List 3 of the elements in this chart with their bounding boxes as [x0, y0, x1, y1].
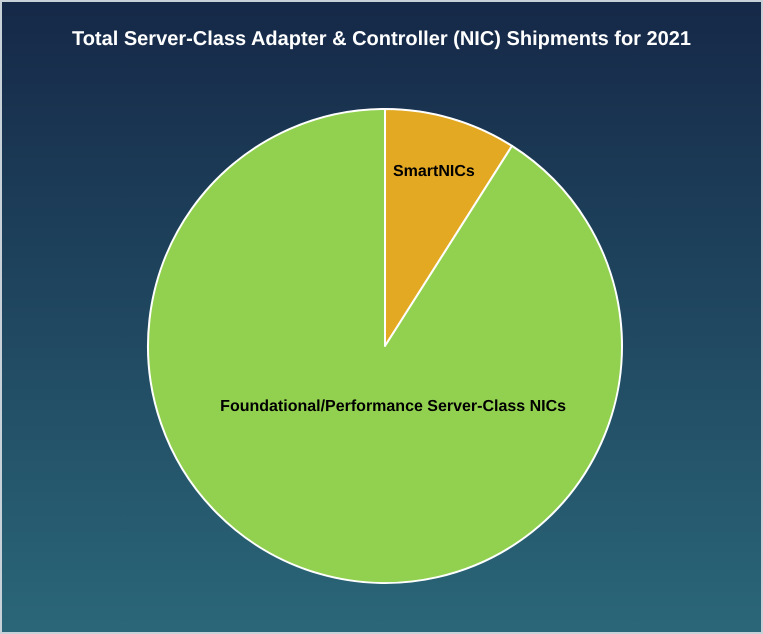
slice-label: Foundational/Performance Server-Class NICs	[220, 398, 566, 416]
chart-title: Total Server-Class Adapter & Controller (NIC) Shipments for 2021	[72, 28, 692, 50]
slice-label: SmartNICs	[392, 162, 475, 180]
